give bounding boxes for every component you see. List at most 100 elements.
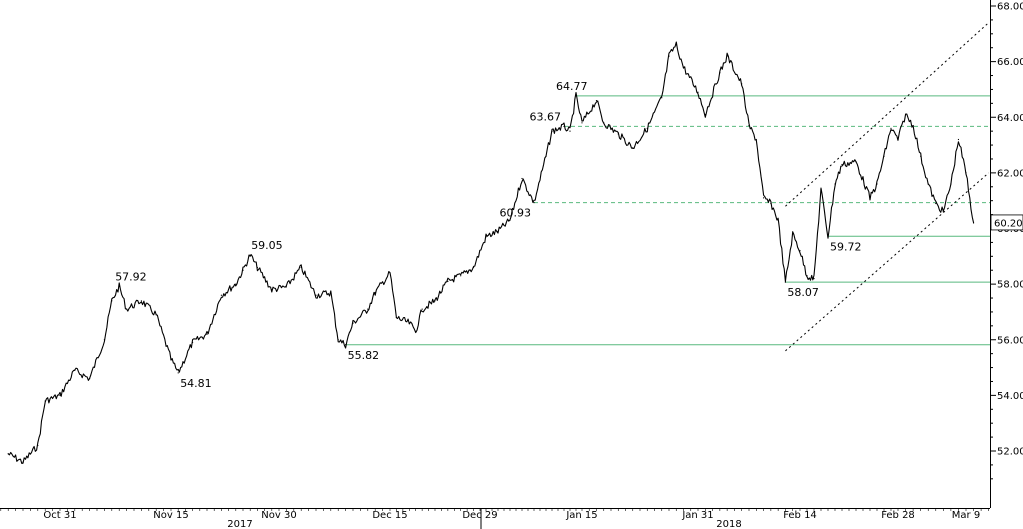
price-point-25 (315, 294, 317, 296)
x-tick-label-Nov-15: Nov 15 (153, 510, 188, 521)
y-tick-label-66.00: 66.00 (997, 57, 1023, 68)
x-tick-label-Dec-15: Dec 15 (372, 510, 407, 521)
price-point-88 (920, 155, 922, 157)
last-value-badge: 60.20 (990, 214, 1023, 231)
y-tick-label-52.00: 52.00 (997, 447, 1023, 458)
price-point-42 (497, 230, 499, 232)
price-point-47 (551, 130, 553, 132)
price-point-71 (784, 281, 787, 283)
price-point-87 (912, 124, 914, 127)
trend-channel-layer (785, 22, 990, 352)
price-point-36 (421, 308, 423, 310)
price-point-46 (545, 155, 547, 157)
x-year-label-2018: 2018 (716, 519, 741, 529)
price-point-18 (235, 283, 237, 285)
price-point-14 (177, 372, 179, 374)
price-point-83 (883, 155, 885, 157)
price-point-92 (950, 183, 952, 185)
price-point-49 (569, 130, 571, 132)
price-point-17 (220, 294, 222, 296)
price-point-64 (726, 55, 728, 57)
price-point-35 (415, 330, 417, 333)
annotation-label-59.72: 59.72 (830, 240, 862, 253)
annotations-layer: 57.92 54.81 59.05 55.82 60.93 63.67 64.77 58.07… (115, 80, 861, 390)
price-point-61 (697, 91, 699, 93)
price-point-53 (603, 122, 605, 124)
x-tick-label-Jan-15: Jan 15 (565, 510, 597, 521)
price-point-0 (7, 453, 9, 455)
price-point-68 (762, 197, 765, 199)
price-point-32 (389, 272, 391, 274)
price-point-81 (869, 197, 871, 199)
price-point-2 (37, 444, 39, 447)
price-point-38 (447, 280, 449, 282)
price-point-5 (74, 369, 76, 371)
y-tick-label-54.00: 54.00 (997, 391, 1023, 402)
price-point-13 (170, 358, 172, 360)
price-point-63 (719, 72, 721, 74)
x-tick-label-Oct-31: Oct 31 (43, 510, 76, 521)
price-point-27 (337, 339, 339, 341)
last-value-box (990, 214, 1023, 231)
y-tick-label-68.00: 68.00 (997, 2, 1023, 13)
x-tick-label-Feb-28: Feb 28 (881, 510, 915, 521)
price-point-65 (741, 83, 743, 85)
price-point-55 (632, 147, 634, 149)
x-tick-label-Nov-30: Nov 30 (261, 510, 296, 521)
price-point-73 (799, 250, 801, 252)
price-point-23 (285, 286, 287, 288)
price-point-74 (806, 275, 808, 277)
annotation-label-59.05: 59.05 (251, 239, 283, 252)
x-tick-label-Dec-29: Dec 29 (462, 510, 497, 521)
x-year-label-2017: 2017 (227, 519, 252, 529)
y-tick-label-62.00: 62.00 (997, 168, 1023, 179)
price-point-3 (44, 400, 46, 402)
price-point-28 (345, 344, 347, 346)
price-point-66 (748, 124, 750, 127)
price-point-72 (792, 233, 794, 235)
price-point-6 (89, 378, 91, 380)
price-point-31 (374, 291, 376, 294)
price-point-91 (942, 211, 944, 213)
price-point-1 (22, 461, 24, 463)
price-point-26 (330, 291, 332, 294)
price-point-89 (927, 183, 929, 185)
price-point-37 (434, 300, 436, 302)
price-point-60 (682, 66, 685, 68)
price-point-48 (563, 125, 565, 128)
price-point-12 (155, 314, 157, 316)
annotation-label-58.07: 58.07 (787, 286, 819, 299)
price-point-90 (935, 202, 937, 205)
price-point-80 (855, 161, 857, 163)
price-point-43 (509, 219, 511, 221)
annotation-label-63.67: 63.67 (530, 110, 562, 123)
x-tick-label-Jan-31: Jan 31 (681, 510, 713, 521)
x-tick-label-Mar-9: Mar 9 (952, 510, 980, 521)
annotation-label-57.92: 57.92 (115, 270, 147, 283)
price-point-30 (367, 308, 369, 310)
price-point-77 (827, 235, 829, 237)
price-point-56 (646, 127, 648, 129)
levels-layer (345, 95, 990, 346)
last-value-text: 60.20 (994, 218, 1023, 229)
y-tick-label-56.00: 56.00 (997, 335, 1023, 346)
trend-channel-line-1 (785, 172, 989, 352)
price-point-19 (242, 269, 244, 271)
price-point-39 (460, 275, 462, 277)
price-point-70 (777, 219, 779, 221)
price-point-82 (876, 183, 878, 185)
price-point-33 (395, 316, 398, 319)
price-point-51 (581, 122, 583, 124)
price-point-34 (408, 322, 410, 324)
price-point-15 (192, 341, 194, 344)
price-point-11 (140, 300, 142, 302)
price-point-8 (111, 300, 113, 302)
series-layer (7, 41, 975, 464)
price-point-85 (897, 138, 899, 141)
y-tick-label-64.00: 64.00 (997, 113, 1023, 124)
price-point-29 (352, 322, 354, 324)
price-point-52 (595, 99, 598, 102)
price-point-86 (904, 113, 907, 116)
